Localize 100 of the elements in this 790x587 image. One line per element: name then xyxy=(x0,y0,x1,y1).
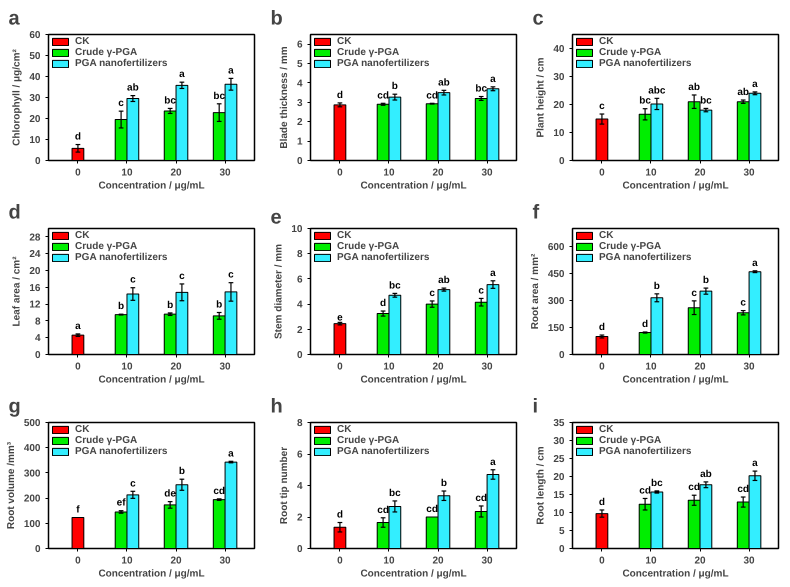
y-tick-label: 24 xyxy=(29,249,41,260)
chart-title: g xyxy=(8,396,21,418)
legend-label: Crude γ-PGA xyxy=(75,435,138,446)
data-label: bc xyxy=(164,95,176,106)
x-tick-label: 20 xyxy=(170,168,182,178)
legend-label: PGA nanofertilizers xyxy=(337,252,430,263)
data-label: f xyxy=(76,504,80,516)
data-label: bc xyxy=(389,488,402,499)
data-label: c xyxy=(228,270,234,281)
legend-label: Crude γ-PGA xyxy=(75,47,138,58)
y-tick-label: 2 xyxy=(296,324,303,336)
y-tick-label: 6 xyxy=(296,450,303,460)
data-label: d xyxy=(336,510,343,521)
y-tick-label: 0 xyxy=(34,156,41,167)
data-label: b xyxy=(167,300,174,311)
y-tick-label: 4 xyxy=(296,481,303,492)
y-axis-title: Leaf area / cm² xyxy=(11,256,22,327)
chart-title: h xyxy=(270,396,283,418)
y-tick-label: 0 xyxy=(34,544,41,555)
y-axis-title: Root area / mm² xyxy=(530,253,541,330)
y-tick-label: 30 xyxy=(553,72,565,83)
x-tick-label: 10 xyxy=(121,168,133,178)
legend-label: PGA nanofertilizers xyxy=(599,446,692,457)
x-tick-label: 10 xyxy=(645,168,657,178)
data-label: a xyxy=(75,320,82,332)
y-tick-label: 20 xyxy=(29,114,41,125)
x-tick-label: 0 xyxy=(599,556,606,566)
legend-label: CK xyxy=(75,424,90,435)
x-axis-title: Concentration / μg/mL xyxy=(360,374,467,386)
y-tick-label: 2 xyxy=(296,117,303,128)
y-tick-label: 450 xyxy=(548,269,565,280)
x-tick-label: 0 xyxy=(337,556,344,566)
data-label: a xyxy=(752,78,758,90)
x-tick-label: 30 xyxy=(744,168,756,178)
x-tick-label: 30 xyxy=(482,362,494,372)
data-label: bc xyxy=(700,95,712,106)
y-tick-label: 16 xyxy=(29,282,41,294)
data-label: cd xyxy=(639,485,651,496)
data-label: b xyxy=(702,275,709,286)
data-label: ab xyxy=(700,468,712,480)
legend-label: CK xyxy=(599,230,614,241)
y-tick-label: 300 xyxy=(548,296,565,307)
data-label: cd xyxy=(426,504,438,515)
y-tick-label: 20 xyxy=(553,100,565,111)
data-label: c xyxy=(429,288,436,299)
x-tick-label: 20 xyxy=(432,556,444,566)
y-tick-label: 600 xyxy=(548,242,565,253)
data-label: a xyxy=(179,69,186,80)
data-label: ef xyxy=(116,498,126,509)
x-tick-label: 20 xyxy=(170,362,182,372)
y-axis-title: Stem diameter / mm xyxy=(273,244,284,340)
data-label: c xyxy=(599,101,606,112)
data-label: c xyxy=(740,298,746,309)
y-tick-label: 4 xyxy=(296,300,303,311)
data-label: d xyxy=(74,132,81,143)
data-label: a xyxy=(752,458,758,470)
legend-label: PGA nanofertilizers xyxy=(75,58,168,69)
y-tick-label: 0 xyxy=(296,156,303,167)
y-tick-label: 5 xyxy=(558,526,565,537)
y-tick-label: 2 xyxy=(296,512,303,524)
y-tick-label: 35 xyxy=(553,418,565,429)
x-tick-label: 0 xyxy=(75,362,82,372)
legend-label: CK xyxy=(337,424,352,435)
data-label: ab xyxy=(737,87,750,98)
legend-label: CK xyxy=(75,230,90,241)
x-axis-title: Concentration / μg/mL xyxy=(98,374,205,386)
y-tick-label: 0 xyxy=(558,544,565,555)
y-tick-label: 100 xyxy=(24,518,41,530)
x-tick-label: 20 xyxy=(694,556,706,566)
data-label: a xyxy=(490,74,496,85)
data-label: b xyxy=(216,300,222,310)
x-axis-title: Concentration / μg/mL xyxy=(622,568,729,580)
x-tick-label: 10 xyxy=(121,556,133,566)
data-label: b xyxy=(118,301,124,312)
data-label: c xyxy=(691,288,698,299)
data-label: cd xyxy=(688,482,700,494)
data-label: b xyxy=(654,280,660,292)
x-axis-title: Concentration / μg/mL xyxy=(98,180,205,192)
data-label: b xyxy=(392,81,398,92)
y-axis-title: Plant height / cm xyxy=(535,57,546,138)
x-axis-title: Concentration / μg/mL xyxy=(98,568,205,580)
chart-title: b xyxy=(270,8,283,30)
x-tick-label: 0 xyxy=(75,168,82,178)
y-axis-title: Root volume /mm³ xyxy=(6,441,17,530)
legend-label: PGA nanofertilizers xyxy=(599,58,692,69)
y-tick-label: 0 xyxy=(558,156,565,167)
data-label: c xyxy=(478,285,484,296)
x-tick-label: 10 xyxy=(383,556,395,566)
x-tick-label: 20 xyxy=(432,362,444,372)
chart-title: d xyxy=(8,202,21,224)
y-tick-label: 25 xyxy=(553,454,565,465)
data-label: cd xyxy=(426,90,438,102)
x-tick-label: 0 xyxy=(599,362,606,372)
data-label: d xyxy=(598,322,605,334)
y-tick-label: 5 xyxy=(296,59,303,70)
data-label: ab xyxy=(438,77,450,88)
y-tick-label: 0 xyxy=(34,350,41,361)
x-tick-label: 30 xyxy=(220,556,232,566)
x-tick-label: 10 xyxy=(645,556,657,566)
data-label: ab xyxy=(438,275,450,286)
